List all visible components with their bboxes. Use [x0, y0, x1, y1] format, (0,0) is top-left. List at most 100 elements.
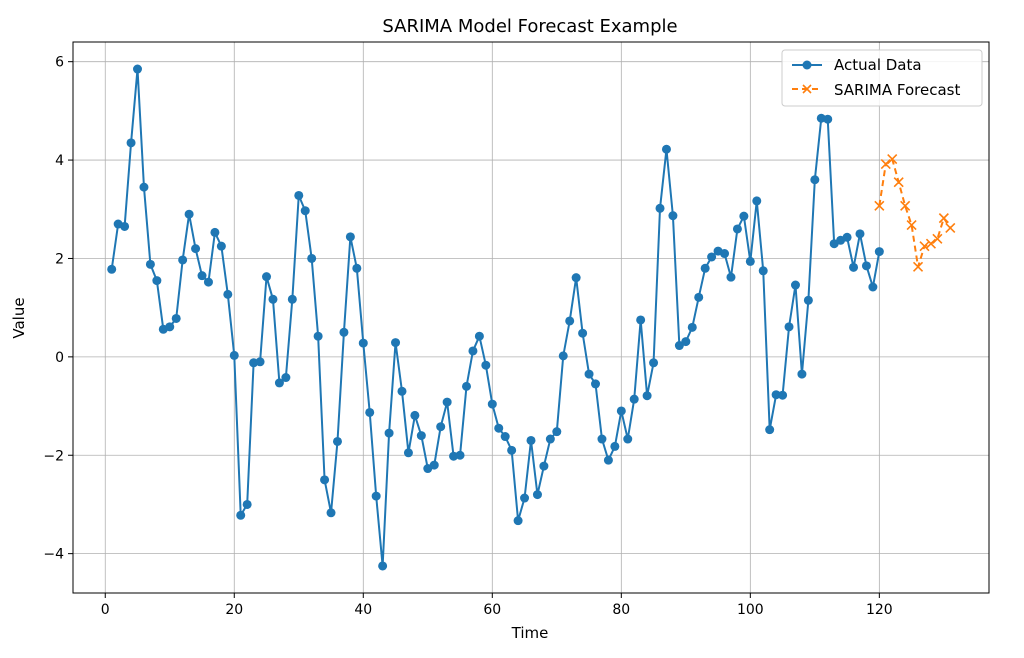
- data-point: [507, 445, 517, 455]
- data-point: [236, 510, 246, 520]
- data-point: [474, 331, 484, 341]
- forecast-point: [919, 241, 930, 252]
- legend-actual-label: Actual Data: [834, 56, 922, 74]
- y-tick-label: 6: [55, 55, 64, 71]
- x-tick-label: 60: [483, 602, 501, 618]
- data-point: [674, 341, 684, 351]
- data-point: [210, 227, 220, 237]
- forecast-point: [906, 219, 917, 231]
- data-point: [855, 229, 865, 239]
- data-point: [849, 262, 859, 272]
- data-point: [326, 508, 336, 518]
- data-point: [410, 410, 420, 420]
- data-point: [565, 316, 575, 326]
- data-point: [165, 322, 175, 332]
- data-point: [842, 232, 852, 242]
- data-point: [216, 241, 226, 251]
- data-point: [429, 460, 439, 470]
- data-point: [732, 224, 742, 234]
- data-point: [539, 461, 549, 471]
- axis-ticks: 0 20 40 60 80 100 120 −4 −2 0 2 4 6: [43, 55, 892, 618]
- data-point: [442, 397, 452, 407]
- data-point: [371, 491, 381, 501]
- data-point: [739, 211, 749, 221]
- forecast-point: [945, 222, 956, 234]
- data-point: [300, 206, 310, 216]
- forecast-point: [880, 158, 891, 170]
- data-point: [520, 493, 530, 503]
- data-point: [790, 280, 800, 290]
- data-point: [171, 313, 181, 323]
- forecast-point: [932, 233, 943, 244]
- data-point: [294, 190, 304, 200]
- data-point: [365, 407, 375, 417]
- forecast-point: [938, 213, 949, 224]
- data-point: [255, 357, 265, 367]
- data-point: [513, 516, 523, 526]
- x-tick-label: 80: [612, 602, 630, 618]
- data-point: [752, 196, 762, 206]
- forecast-point: [900, 200, 911, 211]
- data-point: [694, 292, 704, 302]
- chart-title: SARIMA Model Forecast Example: [382, 16, 677, 37]
- legend-forecast-marker: [802, 84, 812, 94]
- data-point: [610, 441, 620, 451]
- plot-frame: [72, 41, 990, 594]
- forecast-point: [912, 261, 924, 272]
- forecast-point: [893, 177, 904, 188]
- data-point: [145, 259, 155, 269]
- data-point: [242, 499, 252, 509]
- legend: Actual Data SARIMA Forecast: [781, 49, 983, 107]
- data-point: [107, 264, 117, 274]
- data-point: [287, 294, 297, 304]
- data-point: [345, 232, 355, 242]
- data-point: [455, 450, 465, 460]
- data-point: [281, 373, 291, 383]
- forecast-point: [925, 238, 937, 249]
- series-layer: [107, 64, 956, 571]
- y-tick-label: 0: [55, 350, 64, 366]
- data-point: [868, 282, 878, 292]
- y-tick-label: −2: [43, 448, 64, 464]
- data-point: [332, 436, 342, 446]
- data-point: [339, 327, 349, 337]
- data-point: [591, 379, 601, 389]
- data-point: [629, 394, 639, 404]
- data-point: [416, 431, 426, 441]
- data-point: [139, 182, 149, 192]
- data-point: [436, 422, 446, 432]
- data-point: [823, 114, 833, 124]
- y-tick-label: 4: [55, 153, 64, 169]
- data-point: [571, 273, 581, 283]
- data-point: [262, 272, 272, 282]
- data-point: [126, 138, 136, 148]
- data-point: [191, 244, 201, 254]
- data-point: [758, 266, 768, 276]
- legend-forecast-label: SARIMA Forecast: [834, 81, 960, 99]
- data-point: [494, 423, 504, 433]
- data-point: [687, 322, 697, 332]
- x-tick-label: 20: [225, 602, 243, 618]
- data-point: [726, 272, 736, 282]
- data-point: [545, 434, 555, 444]
- grid: [73, 42, 989, 593]
- data-point: [584, 369, 594, 379]
- legend-actual-marker: [802, 60, 812, 70]
- data-point: [765, 425, 775, 435]
- data-point: [313, 331, 323, 341]
- data-point: [649, 358, 659, 368]
- series-actual-data: [107, 64, 884, 571]
- data-point: [120, 221, 130, 231]
- data-point: [320, 475, 330, 485]
- data-point: [133, 64, 143, 74]
- data-point: [874, 247, 884, 257]
- data-point: [358, 338, 368, 348]
- forecast-point: [887, 154, 898, 165]
- legend-box: [781, 49, 983, 107]
- series-sarima-forecast: [874, 154, 956, 272]
- y-tick-label: −4: [43, 547, 64, 563]
- data-point: [481, 360, 491, 370]
- data-point: [397, 386, 407, 396]
- data-point: [197, 271, 207, 281]
- x-tick-label: 120: [866, 602, 893, 618]
